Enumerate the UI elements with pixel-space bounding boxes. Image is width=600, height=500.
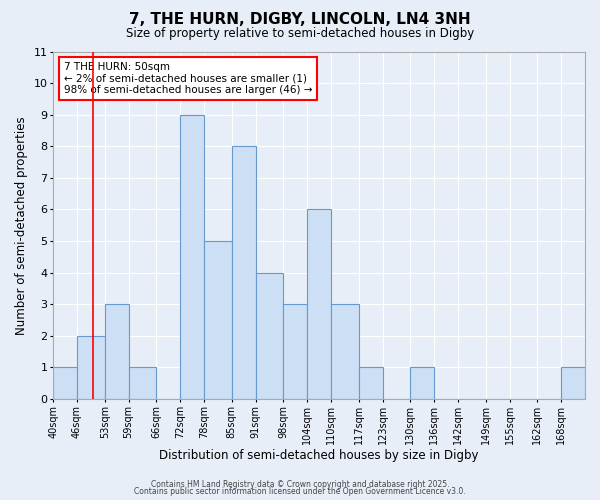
Bar	[105, 304, 128, 399]
Bar	[307, 210, 331, 399]
X-axis label: Distribution of semi-detached houses by size in Digby: Distribution of semi-detached houses by …	[160, 450, 479, 462]
Bar	[410, 368, 434, 399]
Bar	[204, 241, 232, 399]
Y-axis label: Number of semi-detached properties: Number of semi-detached properties	[15, 116, 28, 334]
Text: 7 THE HURN: 50sqm
← 2% of semi-detached houses are smaller (1)
98% of semi-detac: 7 THE HURN: 50sqm ← 2% of semi-detached …	[64, 62, 312, 95]
Bar	[128, 368, 157, 399]
Bar	[180, 114, 204, 399]
Bar	[77, 336, 105, 399]
Bar	[359, 368, 383, 399]
Text: Size of property relative to semi-detached houses in Digby: Size of property relative to semi-detach…	[126, 28, 474, 40]
Bar	[232, 146, 256, 399]
Text: Contains public sector information licensed under the Open Government Licence v3: Contains public sector information licen…	[134, 487, 466, 496]
Text: 7, THE HURN, DIGBY, LINCOLN, LN4 3NH: 7, THE HURN, DIGBY, LINCOLN, LN4 3NH	[129, 12, 471, 28]
Bar	[256, 272, 283, 399]
Bar	[283, 304, 307, 399]
Bar	[53, 368, 77, 399]
Bar	[331, 304, 359, 399]
Text: Contains HM Land Registry data © Crown copyright and database right 2025.: Contains HM Land Registry data © Crown c…	[151, 480, 449, 489]
Bar	[561, 368, 585, 399]
